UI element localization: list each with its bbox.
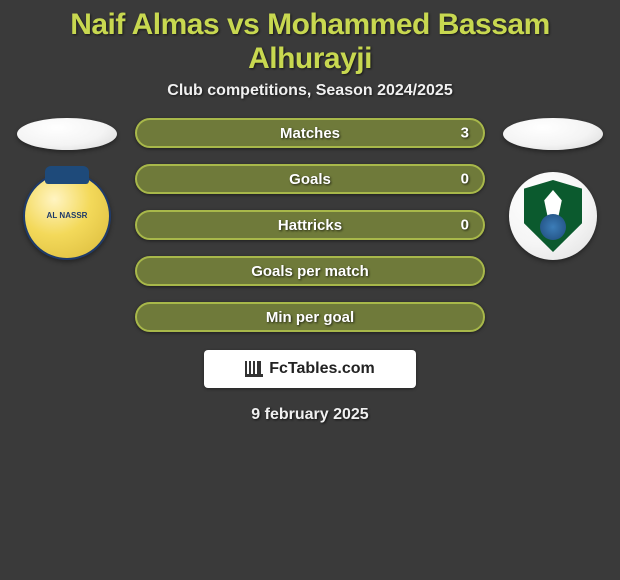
stat-label: Min per goal: [266, 309, 354, 326]
brand-text: FcTables.com: [269, 360, 375, 378]
right-club-logo: [509, 172, 597, 260]
stat-label: Goals: [289, 171, 331, 188]
shield-icon: [524, 180, 582, 252]
stat-label: Hattricks: [278, 217, 342, 234]
stats-list: Matches 3 Goals 0 Hattricks 0 Goals per …: [135, 118, 485, 332]
stat-row-matches: Matches 3: [135, 118, 485, 148]
brand-badge: FcTables.com: [204, 350, 416, 388]
stat-right-value: 0: [461, 217, 469, 234]
right-player-column: [503, 118, 603, 260]
stat-row-goals-per-match: Goals per match: [135, 256, 485, 286]
page-subtitle: Club competitions, Season 2024/2025: [0, 82, 620, 100]
stat-row-goals: Goals 0: [135, 164, 485, 194]
left-player-column: AL NASSR: [17, 118, 117, 260]
stat-label: Goals per match: [251, 263, 369, 280]
comparison-panel: AL NASSR Matches 3 Goals 0 Hattricks 0 G…: [0, 118, 620, 332]
left-club-logo: AL NASSR: [23, 172, 111, 260]
logo-text: AL NASSR: [47, 212, 88, 220]
date-label: 9 february 2025: [0, 406, 620, 424]
stat-right-value: 0: [461, 171, 469, 188]
left-player-avatar: [17, 118, 117, 150]
stat-label: Matches: [280, 125, 340, 142]
page-title: Naif Almas vs Mohammed Bassam Alhurayji: [0, 0, 620, 82]
stat-row-hattricks: Hattricks 0: [135, 210, 485, 240]
stat-row-min-per-goal: Min per goal: [135, 302, 485, 332]
bar-chart-icon: [245, 361, 263, 377]
stat-right-value: 3: [461, 125, 469, 142]
right-player-avatar: [503, 118, 603, 150]
